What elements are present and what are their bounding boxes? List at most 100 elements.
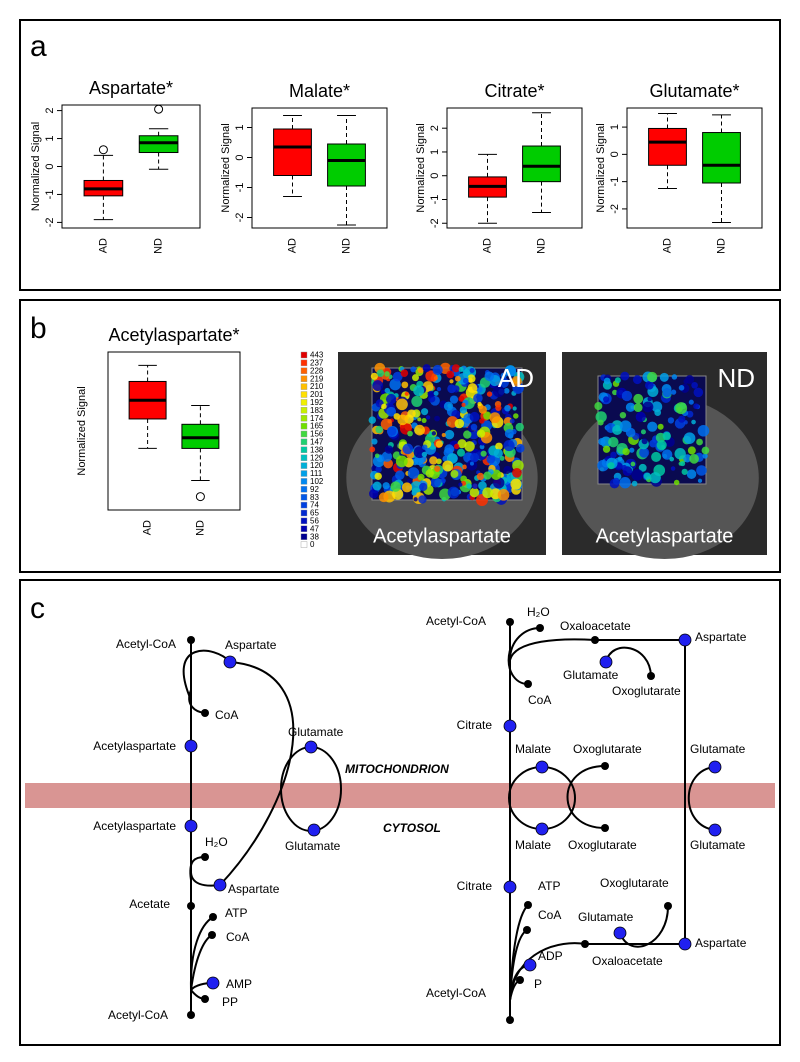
node xyxy=(206,976,220,990)
node xyxy=(201,853,209,861)
node xyxy=(223,655,237,669)
panel-frame xyxy=(19,19,781,291)
edge xyxy=(182,649,295,886)
colorbar-swatch xyxy=(300,517,308,525)
colorbar-label: 237 xyxy=(310,359,324,368)
chart-title: Acetylaspartate* xyxy=(108,325,239,345)
heat-spot xyxy=(421,408,429,416)
metabolite-label: Acetyl-CoA xyxy=(108,1008,168,1022)
heat-spot xyxy=(479,444,485,450)
heat-spot xyxy=(477,401,482,407)
heat-spot xyxy=(498,377,509,388)
heat-spot xyxy=(458,366,464,372)
heat-spot xyxy=(422,444,428,450)
heat-spot xyxy=(669,456,675,462)
heat-spot xyxy=(614,377,621,384)
node xyxy=(187,902,195,910)
heat-spot xyxy=(411,395,423,407)
heat-spot xyxy=(462,464,467,470)
heat-spot xyxy=(469,411,480,422)
box xyxy=(648,127,687,166)
y-axis-label: Normalized Signal xyxy=(595,123,607,212)
heat-spot xyxy=(657,423,664,430)
chart-title: Glutamate* xyxy=(649,81,739,101)
heat-spot xyxy=(425,469,434,478)
heat-spot xyxy=(675,402,688,415)
colorbar-swatch xyxy=(300,486,308,493)
heat-spot xyxy=(454,375,461,382)
heat-spot xyxy=(691,381,698,389)
heat-spot xyxy=(402,443,414,455)
heat-spot xyxy=(386,406,397,417)
y-tick-label: 0 xyxy=(429,173,441,179)
edge xyxy=(509,638,596,661)
heat-spot xyxy=(639,447,650,458)
heat-spot xyxy=(647,371,658,383)
heat-spot xyxy=(641,438,648,445)
plot-frame xyxy=(446,107,583,229)
edge xyxy=(687,766,716,831)
heat-spot xyxy=(368,416,376,424)
heat-spot xyxy=(427,390,435,398)
heat-spot xyxy=(434,465,441,472)
heat-spot xyxy=(622,448,630,456)
heat-spot xyxy=(458,395,465,402)
node xyxy=(708,760,722,774)
heat-spot xyxy=(469,461,474,466)
metabolite-label: Oxaloacetate xyxy=(592,954,663,968)
colorbar-label: 129 xyxy=(310,453,324,462)
y-tick-label: 2 xyxy=(429,125,441,131)
compartment-label: CYTOSOL xyxy=(383,821,441,835)
colorbar-swatch xyxy=(300,351,308,359)
heat-spot xyxy=(625,427,636,438)
membrane xyxy=(25,783,775,808)
metabolite-label: Aspartate xyxy=(695,630,747,644)
heat-spot xyxy=(511,376,522,387)
heat-spot xyxy=(470,423,478,431)
heat-spot xyxy=(603,396,610,403)
node xyxy=(678,633,692,647)
heat-spot xyxy=(478,481,487,490)
y-tick-label: -1 xyxy=(44,190,56,200)
heat-spot xyxy=(375,466,382,473)
colorbar-label: 47 xyxy=(310,524,319,533)
heat-spot xyxy=(436,387,442,392)
node xyxy=(503,719,517,733)
heat-spot xyxy=(478,405,487,414)
heat-spot xyxy=(649,472,661,484)
colorbar-swatch xyxy=(300,407,308,414)
heat-spot xyxy=(433,376,438,381)
y-tick-label: -1 xyxy=(234,183,246,193)
heat-spot xyxy=(633,393,644,404)
edge xyxy=(189,916,214,991)
heat-spot xyxy=(504,404,511,412)
heat-spot xyxy=(381,451,393,462)
heat-spot xyxy=(407,478,413,484)
heat-spot xyxy=(435,440,443,448)
heat-spot xyxy=(674,448,686,460)
node xyxy=(516,976,524,984)
heat-spot xyxy=(369,489,379,499)
node xyxy=(201,995,209,1003)
node xyxy=(647,672,655,680)
y-tick-label: 0 xyxy=(234,154,246,160)
heat-spot xyxy=(462,377,469,384)
x-tick-label: AD xyxy=(286,238,298,253)
node xyxy=(307,823,321,837)
heat-spot xyxy=(454,418,465,429)
colorbar-swatch xyxy=(300,454,308,461)
node xyxy=(187,1011,195,1019)
metabolite-label: PP xyxy=(222,995,238,1009)
plot-frame xyxy=(626,107,763,229)
heat-spot xyxy=(654,409,662,416)
y-tick-label: 1 xyxy=(609,124,621,130)
metabolite-label: Malate xyxy=(515,838,551,852)
colorbar-label: 156 xyxy=(310,430,324,439)
metabolite-label: Acetylaspartate xyxy=(93,819,176,833)
y-axis-label: Normalized Signal xyxy=(220,123,232,212)
heat-spot xyxy=(597,459,609,472)
metabolite-label: Oxoglutarate xyxy=(573,742,642,756)
heat-spot xyxy=(693,403,699,410)
heat-spot xyxy=(472,483,478,490)
